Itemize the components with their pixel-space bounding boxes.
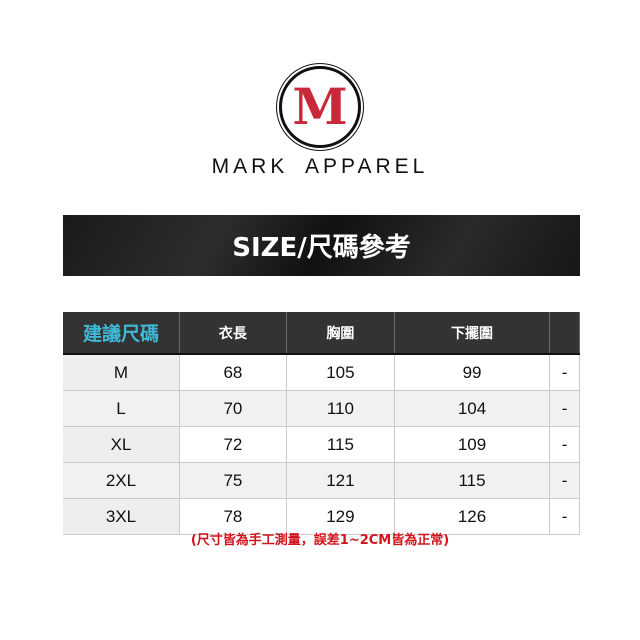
cell-length: 68 [179, 354, 287, 391]
header-size: 建議尺碼 [63, 312, 180, 355]
brand-name: MARK APPAREL [211, 155, 429, 178]
cell-extra: - [549, 462, 580, 499]
cell-extra: - [549, 390, 580, 427]
cell-chest: 110 [286, 390, 395, 427]
cell-chest: 105 [286, 354, 395, 391]
logo-letter: M [292, 77, 348, 136]
cell-length: 72 [179, 426, 287, 463]
cell-size: 2XL [63, 462, 180, 499]
size-table: 建議尺碼 衣長 胸圍 下擺圍 M 68 105 99- L 70 110 104- XL 72 11… [63, 312, 580, 535]
header-length: 衣長 [179, 312, 287, 355]
cell-extra: - [549, 354, 580, 391]
cell-chest: 121 [286, 462, 395, 499]
table-header-row: 建議尺碼 衣長 胸圍 下擺圍 [63, 312, 580, 355]
cell-extra: - [549, 426, 580, 463]
cell-chest: 115 [286, 426, 395, 463]
header-hem: 下擺圍 [394, 312, 551, 355]
table-row: M 68 105 99- [63, 354, 580, 391]
brand-logo: M [279, 66, 361, 148]
size-banner: SIZE/尺碼參考 [63, 215, 580, 276]
cell-length: 78 [179, 498, 287, 535]
table-row: 2XL 75 121 115- [63, 462, 580, 499]
cell-hem: 126 [394, 498, 551, 535]
cell-size: M [63, 354, 180, 391]
table-row: 3XL 78 129 126- [63, 498, 580, 535]
cell-hem: 104 [394, 390, 551, 427]
cell-length: 75 [179, 462, 287, 499]
banner-title: SIZE/尺碼參考 [232, 233, 411, 263]
cell-hem: 109 [394, 426, 551, 463]
cell-hem: 115 [394, 462, 551, 499]
measurement-note: (尺寸皆為手工測量，誤差1~2CM皆為正常) [190, 533, 450, 548]
cell-extra: - [549, 498, 580, 535]
cell-chest: 129 [286, 498, 395, 535]
cell-hem: 99 [394, 354, 551, 391]
cell-size: L [63, 390, 180, 427]
table-row: XL 72 115 109- [63, 426, 580, 463]
cell-size: XL [63, 426, 180, 463]
cell-size: 3XL [63, 498, 180, 535]
cell-length: 70 [179, 390, 287, 427]
header-empty [549, 312, 580, 355]
header-chest: 胸圍 [286, 312, 395, 355]
table-row: L 70 110 104- [63, 390, 580, 427]
